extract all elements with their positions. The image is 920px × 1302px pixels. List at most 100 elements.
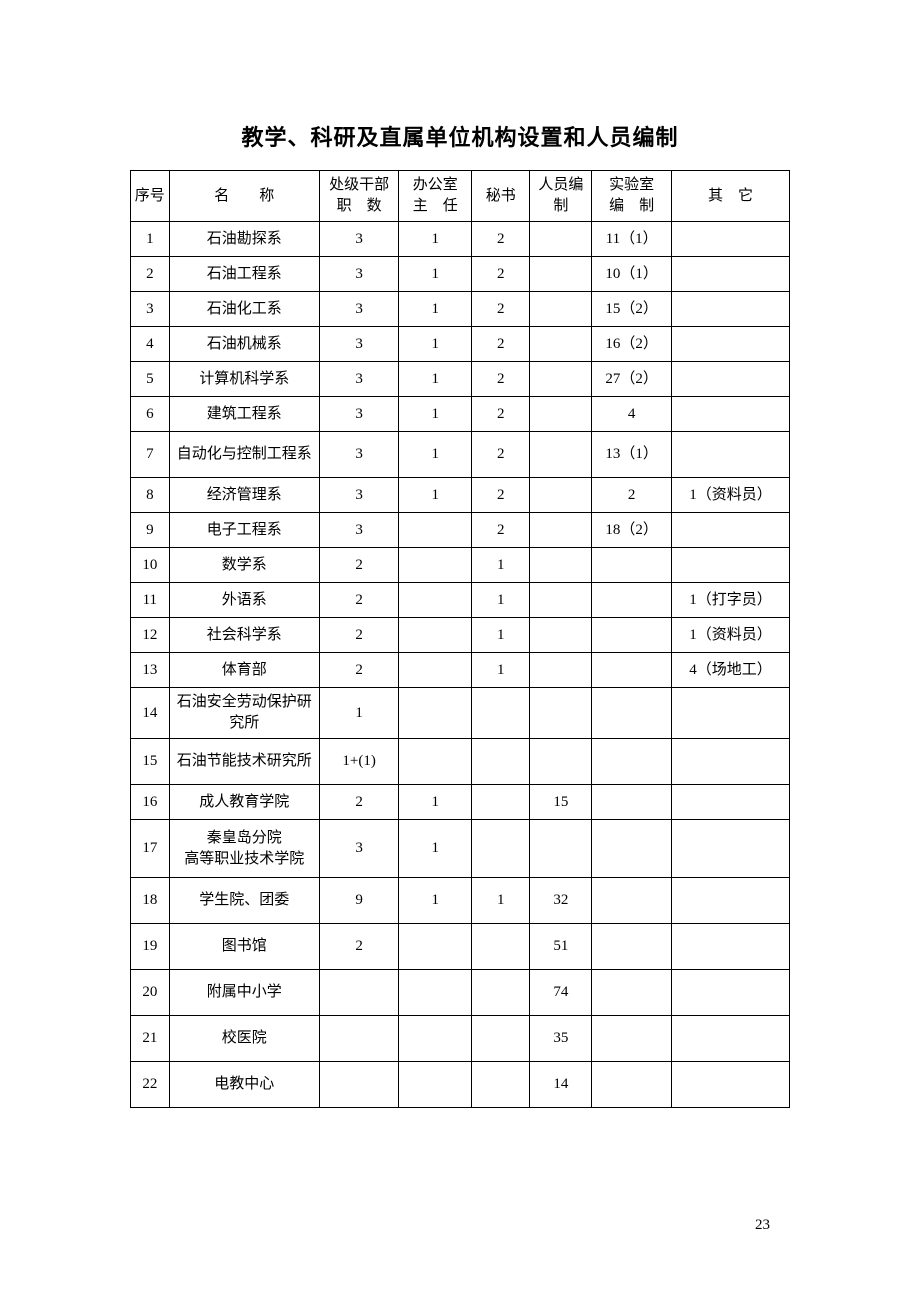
cell-secretary: 2 xyxy=(472,397,530,432)
cell-office xyxy=(399,583,472,618)
cell-seq: 3 xyxy=(131,292,170,327)
cell-staff xyxy=(530,397,592,432)
cell-name: 秦皇岛分院高等职业技术学院 xyxy=(169,820,319,878)
cell-name: 外语系 xyxy=(169,583,319,618)
table-row: 3石油化工系31215（2） xyxy=(131,292,790,327)
cell-secretary xyxy=(472,820,530,878)
header-lab-line2: 编 制 xyxy=(594,196,668,217)
cell-name: 校医院 xyxy=(169,1016,319,1062)
cell-seq: 4 xyxy=(131,327,170,362)
cell-lab xyxy=(592,688,671,739)
cell-cadre: 1+(1) xyxy=(319,739,398,785)
cell-staff xyxy=(530,257,592,292)
cell-office xyxy=(399,618,472,653)
cell-office xyxy=(399,924,472,970)
header-cadre-line2: 职 数 xyxy=(322,196,396,217)
table-row: 17秦皇岛分院高等职业技术学院31 xyxy=(131,820,790,878)
cell-lab xyxy=(592,583,671,618)
cell-other xyxy=(671,1016,789,1062)
cell-staff xyxy=(530,222,592,257)
cell-other xyxy=(671,432,789,478)
page-number: 23 xyxy=(755,1217,770,1234)
cell-seq: 19 xyxy=(131,924,170,970)
cell-other xyxy=(671,327,789,362)
cell-secretary: 1 xyxy=(472,618,530,653)
cell-lab: 27（2） xyxy=(592,362,671,397)
cell-other xyxy=(671,739,789,785)
cell-lab: 16（2） xyxy=(592,327,671,362)
cell-lab xyxy=(592,820,671,878)
cell-staff xyxy=(530,653,592,688)
table-row: 2石油工程系31210（1） xyxy=(131,257,790,292)
cell-cadre xyxy=(319,970,398,1016)
cell-lab: 18（2） xyxy=(592,513,671,548)
cell-cadre: 2 xyxy=(319,785,398,820)
cell-staff xyxy=(530,688,592,739)
cell-staff xyxy=(530,478,592,513)
cell-lab: 11（1） xyxy=(592,222,671,257)
cell-lab xyxy=(592,924,671,970)
cell-office xyxy=(399,1016,472,1062)
cell-staff: 15 xyxy=(530,785,592,820)
header-cadre-line1: 处级干部 xyxy=(322,175,396,196)
cell-office xyxy=(399,688,472,739)
cell-seq: 17 xyxy=(131,820,170,878)
cell-office: 1 xyxy=(399,397,472,432)
cell-name: 电教中心 xyxy=(169,1062,319,1108)
cell-other xyxy=(671,924,789,970)
cell-cadre: 3 xyxy=(319,222,398,257)
cell-seq: 13 xyxy=(131,653,170,688)
header-lab-line1: 实验室 xyxy=(594,175,668,196)
cell-seq: 10 xyxy=(131,548,170,583)
table-row: 6建筑工程系3124 xyxy=(131,397,790,432)
table-row: 4石油机械系31216（2） xyxy=(131,327,790,362)
cell-other: 4（场地工） xyxy=(671,653,789,688)
cell-staff: 74 xyxy=(530,970,592,1016)
cell-secretary: 2 xyxy=(472,478,530,513)
table-row: 10数学系21 xyxy=(131,548,790,583)
cell-cadre: 2 xyxy=(319,583,398,618)
table-row: 16成人教育学院2115 xyxy=(131,785,790,820)
cell-office: 1 xyxy=(399,327,472,362)
cell-staff: 14 xyxy=(530,1062,592,1108)
cell-cadre: 3 xyxy=(319,397,398,432)
header-staff-line1: 人员编 xyxy=(532,175,589,196)
cell-office: 1 xyxy=(399,785,472,820)
staffing-table: 序号 名 称 处级干部 职 数 办公室 主 任 秘书 人员编 制 实验室 编 制 xyxy=(130,170,790,1108)
cell-secretary: 2 xyxy=(472,513,530,548)
cell-lab xyxy=(592,970,671,1016)
table-body: 1石油勘探系31211（1）2石油工程系31210（1）3石油化工系31215（… xyxy=(131,222,790,1108)
header-staff-line2: 制 xyxy=(532,196,589,217)
cell-staff xyxy=(530,583,592,618)
cell-name: 附属中小学 xyxy=(169,970,319,1016)
cell-office: 1 xyxy=(399,292,472,327)
cell-other xyxy=(671,878,789,924)
cell-secretary: 1 xyxy=(472,653,530,688)
table-row: 12社会科学系211（资料员） xyxy=(131,618,790,653)
cell-secretary xyxy=(472,688,530,739)
cell-secretary xyxy=(472,924,530,970)
cell-seq: 21 xyxy=(131,1016,170,1062)
cell-cadre: 9 xyxy=(319,878,398,924)
cell-staff xyxy=(530,362,592,397)
cell-secretary: 2 xyxy=(472,292,530,327)
cell-cadre: 2 xyxy=(319,548,398,583)
cell-staff xyxy=(530,292,592,327)
cell-other xyxy=(671,820,789,878)
page-title: 教学、科研及直属单位机构设置和人员编制 xyxy=(130,120,790,152)
cell-other: 1（资料员） xyxy=(671,618,789,653)
cell-office: 1 xyxy=(399,432,472,478)
cell-seq: 22 xyxy=(131,1062,170,1108)
cell-staff xyxy=(530,327,592,362)
table-row: 14石油安全劳动保护研究所1 xyxy=(131,688,790,739)
cell-cadre: 3 xyxy=(319,478,398,513)
header-seq: 序号 xyxy=(131,171,170,222)
cell-seq: 18 xyxy=(131,878,170,924)
table-row: 7自动化与控制工程系31213（1） xyxy=(131,432,790,478)
cell-other xyxy=(671,397,789,432)
cell-secretary: 1 xyxy=(472,878,530,924)
cell-seq: 12 xyxy=(131,618,170,653)
cell-cadre: 3 xyxy=(319,513,398,548)
cell-staff xyxy=(530,739,592,785)
cell-office xyxy=(399,653,472,688)
